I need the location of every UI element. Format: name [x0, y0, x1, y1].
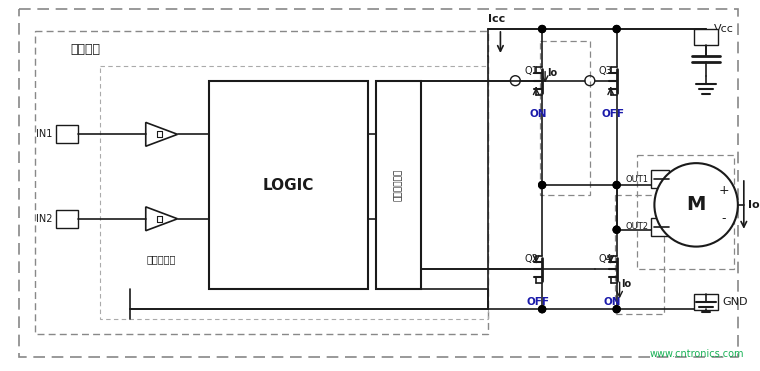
Circle shape: [613, 181, 620, 188]
Polygon shape: [651, 218, 670, 236]
Text: Io: Io: [547, 68, 557, 78]
Circle shape: [539, 306, 546, 313]
Polygon shape: [651, 170, 670, 188]
Circle shape: [613, 226, 620, 233]
Circle shape: [539, 181, 546, 188]
Polygon shape: [56, 125, 78, 143]
Circle shape: [613, 181, 620, 188]
Text: Q4: Q4: [599, 255, 613, 265]
Polygon shape: [56, 210, 78, 228]
Circle shape: [654, 163, 738, 247]
Circle shape: [613, 306, 620, 313]
Text: Q2: Q2: [524, 255, 538, 265]
Text: 防止同时导通: 防止同时导通: [394, 169, 403, 201]
Text: Vcc: Vcc: [714, 24, 734, 34]
Text: +: +: [719, 184, 730, 197]
Circle shape: [539, 306, 546, 313]
Text: Q3: Q3: [599, 66, 613, 76]
Text: LOGIC: LOGIC: [263, 177, 315, 193]
Polygon shape: [376, 81, 421, 289]
Circle shape: [613, 226, 620, 233]
Circle shape: [539, 26, 546, 33]
Text: www.cntronics.com: www.cntronics.com: [649, 349, 744, 359]
Text: 磁带缓冲器: 磁带缓冲器: [147, 255, 176, 265]
Polygon shape: [694, 29, 718, 45]
Text: ON: ON: [604, 297, 622, 307]
Text: Icc: Icc: [487, 14, 505, 24]
Text: IN1: IN1: [36, 129, 52, 139]
Text: Io: Io: [748, 200, 759, 210]
Circle shape: [613, 26, 620, 33]
Circle shape: [613, 306, 620, 313]
Text: Q1: Q1: [524, 66, 538, 76]
Polygon shape: [209, 81, 369, 289]
Text: ON: ON: [530, 108, 547, 118]
Text: OFF: OFF: [601, 108, 624, 118]
Text: OUT1: OUT1: [625, 174, 648, 184]
Text: M: M: [686, 196, 706, 214]
Text: IN2: IN2: [36, 214, 52, 224]
Polygon shape: [694, 294, 718, 310]
Text: OUT2: OUT2: [625, 222, 648, 231]
Circle shape: [613, 26, 620, 33]
Text: Io: Io: [622, 279, 632, 289]
Circle shape: [539, 181, 546, 188]
Text: 小信号部: 小信号部: [70, 43, 100, 56]
Text: -: -: [722, 212, 727, 225]
Circle shape: [539, 26, 546, 33]
Text: GND: GND: [722, 297, 748, 307]
Text: OFF: OFF: [527, 297, 549, 307]
